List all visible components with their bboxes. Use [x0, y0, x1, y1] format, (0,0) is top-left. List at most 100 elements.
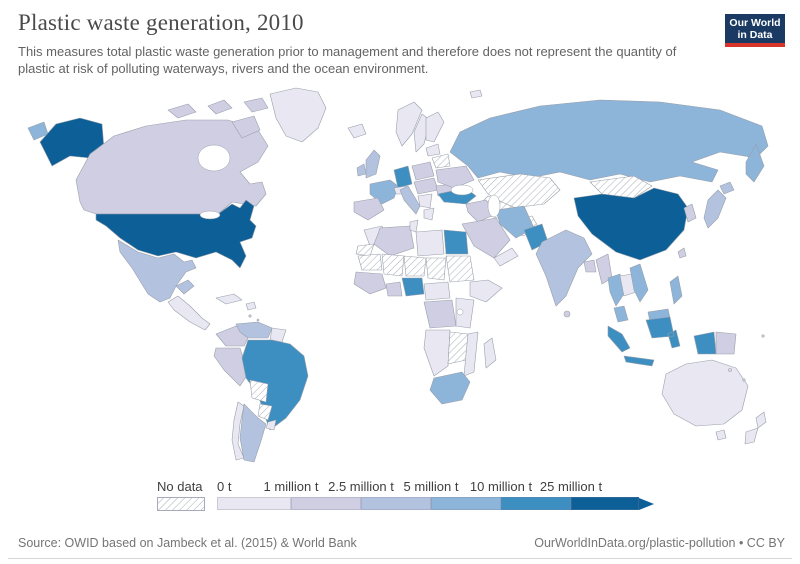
country-dr-congo[interactable]: [423, 299, 457, 329]
country-spain[interactable]: [353, 197, 385, 221]
country-argentina[interactable]: [239, 403, 267, 463]
world-map-svg: [27, 87, 769, 463]
country-vietnam[interactable]: [629, 263, 649, 303]
country-india[interactable]: [535, 229, 593, 307]
country-chad[interactable]: [425, 257, 447, 281]
country-south-africa[interactable]: [429, 371, 471, 405]
country-iceland[interactable]: [347, 123, 367, 139]
country-bolivia[interactable]: [249, 379, 269, 403]
country-horn-of-africa[interactable]: [469, 279, 503, 303]
country-uruguay[interactable]: [265, 419, 277, 431]
chart-footer: Source: OWID based on Jambeck et al. (20…: [18, 536, 785, 550]
legend-no-data: No data: [157, 479, 205, 512]
country-egypt[interactable]: [443, 229, 469, 255]
country-central-europe[interactable]: [413, 177, 439, 195]
country-germany[interactable]: [393, 165, 413, 189]
country-tunisia[interactable]: [409, 219, 419, 233]
country-nigeria[interactable]: [401, 277, 425, 297]
country-mexico[interactable]: [117, 239, 197, 303]
owid-logo[interactable]: Our World in Data: [725, 14, 785, 47]
country-thailand[interactable]: [607, 273, 625, 307]
chart-subtitle: This measures total plastic waste genera…: [18, 44, 677, 77]
country-united-kingdom[interactable]: [365, 149, 381, 179]
legend-bin[interactable]: [361, 497, 431, 510]
country-east-africa[interactable]: [455, 297, 475, 329]
legend-no-data-swatch[interactable]: [157, 497, 205, 512]
country-sudan[interactable]: [445, 255, 475, 283]
legend-bin[interactable]: [291, 497, 361, 510]
country-finland[interactable]: [425, 111, 445, 143]
country-niger[interactable]: [403, 255, 427, 277]
country-greenland[interactable]: [269, 87, 327, 143]
chart-header: Plastic waste generation, 2010 This meas…: [18, 10, 710, 77]
island-dot: [761, 334, 765, 338]
legend-bin[interactable]: [431, 497, 501, 510]
country-canada[interactable]: [75, 119, 269, 215]
country-western-sahara[interactable]: [355, 243, 375, 257]
country-bangladesh[interactable]: [583, 259, 597, 273]
country-mauritania[interactable]: [357, 253, 383, 271]
footer-link[interactable]: OurWorldInData.org/plastic-pollution • C…: [534, 536, 785, 550]
country-indonesia[interactable]: [607, 316, 717, 367]
country-baltics[interactable]: [425, 143, 441, 157]
legend-segments: [217, 497, 687, 510]
country-yemen-oman[interactable]: [493, 247, 519, 267]
country-balkans[interactable]: [417, 193, 433, 209]
country-cuba[interactable]: [215, 293, 257, 311]
country-peru[interactable]: [213, 347, 249, 387]
country-mongolia[interactable]: [589, 175, 653, 199]
country-central-america[interactable]: [167, 295, 211, 331]
country-algeria[interactable]: [373, 225, 415, 257]
country-west-africa[interactable]: [353, 271, 387, 295]
legend-bar: 0 t 1 million t 2.5 million t 5 million t 10…: [217, 479, 687, 510]
legend-arrow: [639, 497, 654, 510]
country-new-zealand[interactable]: [744, 411, 767, 445]
country-venezuela[interactable]: [235, 321, 273, 339]
country-russia[interactable]: [449, 99, 769, 183]
country-taiwan[interactable]: [677, 247, 687, 259]
owid-logo-line1: Our World: [729, 16, 781, 29]
lake-hudson-bay: [197, 144, 231, 172]
country-italy[interactable]: [399, 185, 421, 215]
source-note: Source: OWID based on Jambeck et al. (20…: [18, 536, 357, 550]
sea-caspian: [487, 194, 501, 218]
page-title: Plastic waste generation, 2010: [18, 10, 304, 35]
country-libya[interactable]: [415, 229, 445, 257]
country-ireland[interactable]: [356, 163, 367, 177]
island-dot: [256, 318, 260, 322]
country-russia-kamchatka[interactable]: [745, 143, 765, 183]
country-angola-namibia[interactable]: [423, 329, 451, 377]
country-philippines[interactable]: [669, 275, 683, 305]
country-korea[interactable]: [683, 203, 697, 223]
lake-victoria: [456, 308, 464, 316]
island-dot: [742, 378, 746, 382]
country-cameroon[interactable]: [423, 281, 451, 301]
country-mozambique[interactable]: [463, 331, 479, 377]
owid-logo-line2: in Data: [737, 28, 773, 41]
country-zambia-zimbabwe[interactable]: [447, 331, 469, 365]
country-belarus[interactable]: [431, 153, 451, 169]
legend-bin[interactable]: [217, 497, 291, 510]
legend-bin[interactable]: [571, 497, 639, 510]
country-ukraine[interactable]: [435, 165, 475, 189]
country-saudi-arabia[interactable]: [461, 217, 511, 259]
country-mali[interactable]: [381, 253, 405, 277]
country-brazil[interactable]: [241, 339, 309, 431]
country-paraguay[interactable]: [257, 403, 273, 421]
legend-no-data-label: No data: [157, 479, 203, 494]
island-dot: [728, 368, 732, 372]
country-china[interactable]: [573, 187, 689, 261]
country-australia[interactable]: [661, 359, 749, 441]
country-japan[interactable]: [703, 181, 735, 229]
country-ghana[interactable]: [385, 281, 403, 297]
world-map: [18, 84, 783, 464]
legend-bin[interactable]: [501, 497, 571, 510]
country-papua-new-guinea[interactable]: [715, 331, 737, 355]
country-poland[interactable]: [411, 161, 435, 181]
country-norway[interactable]: [395, 89, 483, 147]
country-greece[interactable]: [423, 207, 435, 221]
island-dot: [248, 314, 252, 318]
country-madagascar[interactable]: [483, 337, 497, 369]
country-sri-lanka[interactable]: [563, 310, 571, 318]
country-canada-arctic-islands[interactable]: [167, 97, 269, 139]
